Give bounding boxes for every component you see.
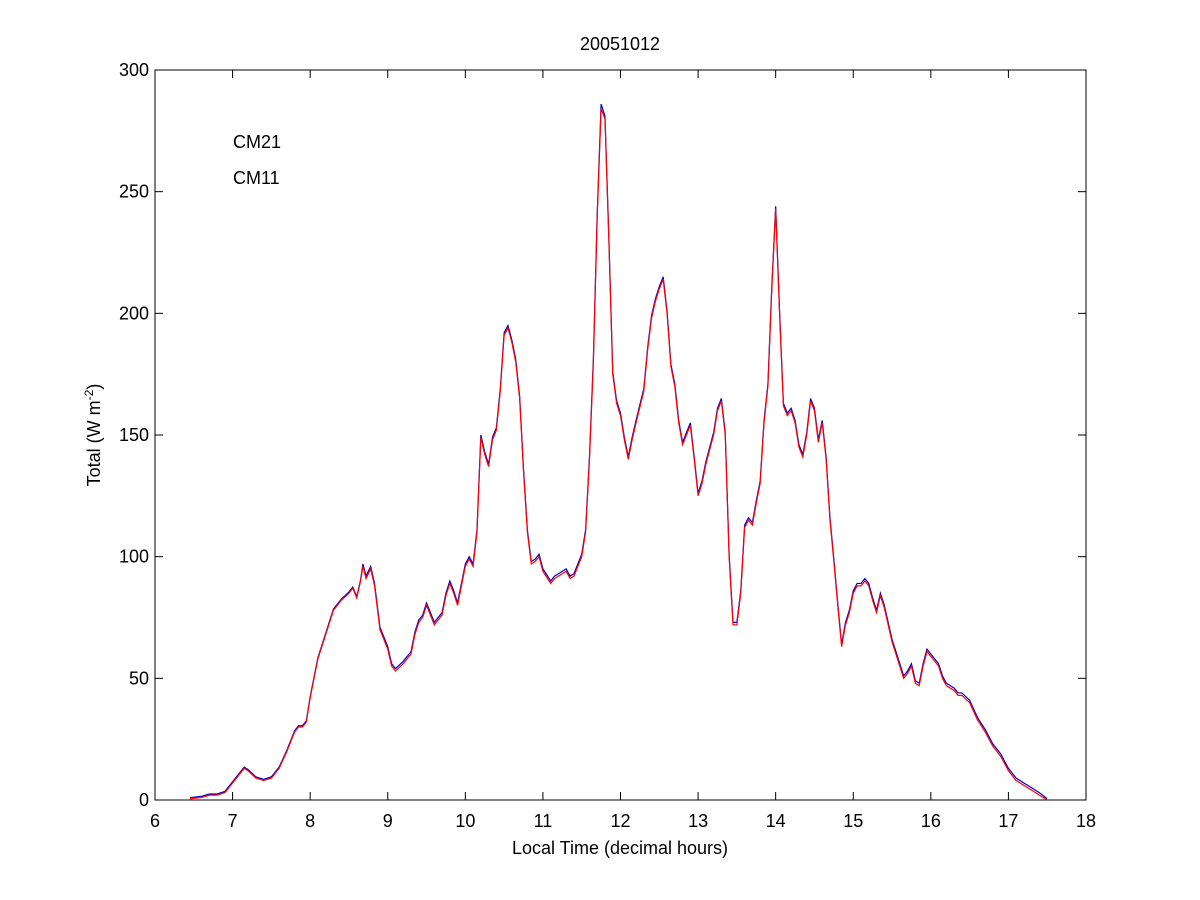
x-tick-label: 16 (921, 811, 941, 831)
y-tick-label: 100 (119, 547, 149, 567)
x-tick-label: 12 (610, 811, 630, 831)
x-tick-label: 6 (150, 811, 160, 831)
y-tick-label: 150 (119, 425, 149, 445)
legend-entry: CM11 (233, 168, 280, 188)
legend-entry: CM21 (233, 132, 281, 152)
x-tick-label: 11 (534, 811, 553, 831)
x-tick-label: 14 (766, 811, 786, 831)
y-axis-label-superscript: -2 (82, 389, 96, 400)
x-tick-label: 17 (998, 811, 1018, 831)
y-axis-label-suffix: ) (84, 384, 104, 390)
chart-title: 20051012 (580, 34, 660, 54)
x-tick-label: 13 (688, 811, 708, 831)
x-tick-label: 10 (455, 811, 475, 831)
y-tick-label: 200 (119, 303, 149, 323)
series-line (189, 108, 1048, 801)
y-tick-label: 250 (119, 182, 149, 202)
x-tick-label: 8 (305, 811, 315, 831)
x-axis-label: Local Time (decimal hours) (512, 838, 728, 858)
y-tick-label: 50 (129, 668, 149, 688)
y-tick-label: 0 (139, 790, 149, 810)
x-tick-label: 9 (383, 811, 393, 831)
y-axis-label-text: Total (W m (84, 400, 104, 486)
y-axis-label: Total (W m-2) (82, 384, 104, 487)
x-tick-label: 15 (843, 811, 863, 831)
x-tick-label: 18 (1076, 811, 1096, 831)
y-tick-label: 300 (119, 60, 149, 80)
x-tick-label: 7 (228, 811, 238, 831)
